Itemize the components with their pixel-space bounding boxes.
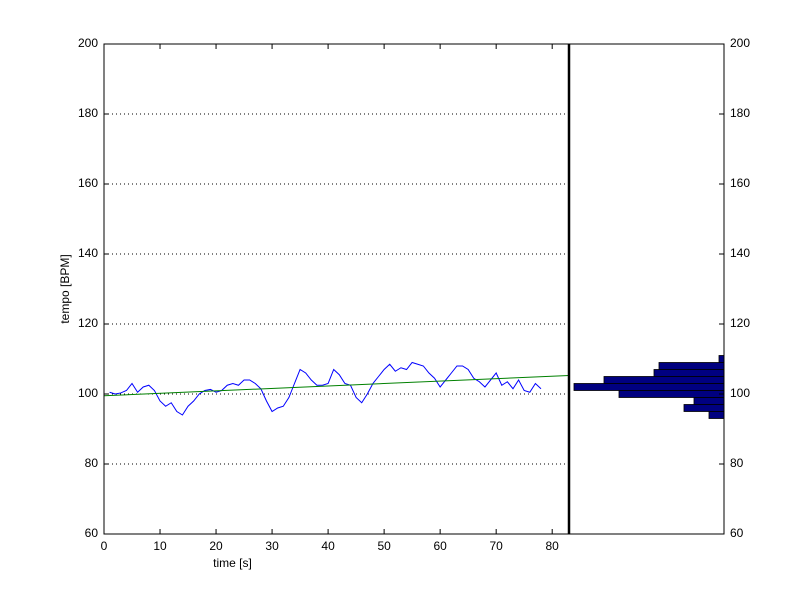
histogram-bar: [658, 362, 725, 370]
x-tick-label: 80: [546, 539, 560, 553]
y-tick-label: 160: [78, 176, 98, 190]
histogram-bar: [653, 369, 725, 377]
x-tick-label: 70: [489, 539, 503, 553]
x-axis-label: time [s]: [213, 556, 252, 570]
histogram-bar: [708, 411, 725, 419]
x-tick-label: 50: [377, 539, 391, 553]
x-tick-label: 40: [321, 539, 335, 553]
y-tick-label: 100: [78, 386, 98, 400]
y-tick-label: 200: [78, 36, 98, 50]
y2-tick-label: 80: [730, 456, 744, 470]
plot-area: [104, 44, 724, 534]
y2-tick-label: 160: [730, 176, 750, 190]
y2-tick-label: 140: [730, 246, 750, 260]
x-tick-label: 20: [209, 539, 223, 553]
histogram-bar: [718, 355, 725, 363]
histogram-bar: [603, 376, 725, 384]
histogram-bar: [573, 383, 725, 391]
y-tick-label: 180: [78, 106, 98, 120]
histogram-bar: [693, 397, 725, 405]
line-series: [109, 361, 542, 416]
y-tick-label: 120: [78, 316, 98, 330]
line-series: [103, 374, 570, 397]
y2-tick-label: 200: [730, 36, 750, 50]
y2-tick-label: 100: [730, 386, 750, 400]
y2-tick-label: 60: [730, 526, 744, 540]
x-tick-label: 0: [101, 539, 108, 553]
x-tick-label: 60: [433, 539, 447, 553]
y-tick-label: 80: [85, 456, 99, 470]
y-tick-label: 60: [85, 526, 99, 540]
y-tick-label: 140: [78, 246, 98, 260]
y2-tick-label: 180: [730, 106, 750, 120]
y-axis-label: tempo [BPM]: [58, 254, 72, 323]
x-tick-label: 30: [265, 539, 279, 553]
y2-tick-label: 120: [730, 316, 750, 330]
x-tick-label: 10: [153, 539, 167, 553]
histogram-bar: [683, 404, 725, 412]
histogram-bar: [618, 390, 725, 398]
